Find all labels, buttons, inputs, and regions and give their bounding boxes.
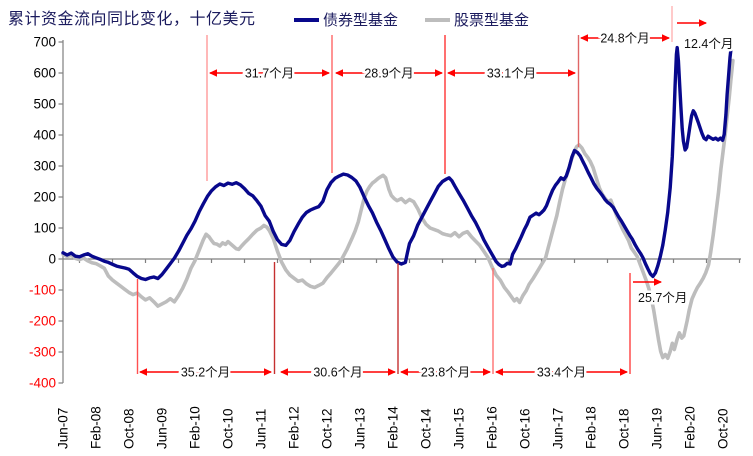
cycle-duration-label: 12.4个月 (684, 37, 733, 51)
x-axis-label: Jun-13 (353, 408, 368, 449)
x-axis-label: Jun-07 (56, 408, 71, 449)
cycle-duration-label: 23.8个月 (421, 365, 470, 379)
y-tick-label: 300 (33, 159, 56, 174)
x-axis-label: Feb-20 (683, 406, 698, 449)
arrowhead-left (139, 368, 147, 376)
y-tick-label: -400 (29, 376, 56, 391)
x-axis-label: Jun-15 (452, 408, 467, 449)
cycle-duration-label: 25.7个月 (638, 291, 687, 305)
arrowhead-right (620, 368, 628, 376)
cycle-span-arrow: 30.6个月 (280, 363, 396, 382)
arrowhead-left (495, 368, 503, 376)
equity-series-line (61, 58, 735, 360)
x-axis-label: Feb-14 (386, 406, 401, 449)
cycle-duration-label: 35.2个月 (181, 365, 230, 379)
cycle-span-arrow: 31.7个月 (209, 64, 330, 83)
y-tick-label: 200 (33, 190, 56, 205)
arrowhead-left (580, 34, 588, 42)
y-tick-label: -100 (29, 283, 56, 298)
arrowhead-left (447, 69, 455, 77)
cycle-open-arrow: 25.7个月 (633, 278, 690, 308)
arrowhead-right (483, 368, 491, 376)
arrowhead-right (654, 278, 662, 286)
x-axis-label: Jun-11 (254, 409, 269, 449)
y-tick-label: 0 (48, 252, 56, 267)
arrowhead-left (335, 69, 343, 77)
equity-legend-label: 股票型基金 (454, 13, 530, 29)
chart-title: 累计资金流向同比变化，十亿美元 (8, 11, 256, 28)
cycle-span-arrow: 23.8个月 (400, 363, 491, 382)
cycle-span-arrow: 33.4个月 (495, 363, 628, 382)
y-tick-label: 100 (33, 221, 56, 236)
x-axis-label: Feb-12 (287, 406, 302, 449)
arrowhead-right (322, 69, 330, 77)
x-axis-label: Jun-19 (650, 408, 665, 449)
x-axis-label: Oct-08 (122, 408, 137, 449)
arrowhead-left (400, 368, 408, 376)
x-axis-label: Oct-18 (617, 408, 632, 449)
bond-line-swatch (294, 17, 319, 22)
y-tick-label: -300 (29, 345, 56, 360)
cycle-annotations: 31.7个月 28.9个月 33.1个月 24.8个月 35.2个月 30.6个月 23.8… (136, 6, 736, 382)
bond-series-line (61, 44, 733, 282)
series-lines (61, 44, 735, 360)
legend-item-equity: 股票型基金 (425, 9, 529, 30)
cycle-span-arrow: 33.1个月 (447, 64, 576, 83)
cycle-duration-label: 31.7个月 (245, 66, 294, 80)
x-axis-label: Oct-20 (716, 408, 731, 449)
arrowhead-right (568, 69, 576, 77)
y-tick-label: -200 (29, 314, 56, 329)
cycle-duration-label: 28.9个月 (364, 66, 413, 80)
arrowhead-right (264, 368, 272, 376)
cycle-span-arrow: 35.2个月 (139, 363, 272, 382)
arrowhead-left (280, 368, 288, 376)
equity-line-swatch (425, 17, 450, 22)
cycle-open-arrow: 12.4个月 (677, 19, 736, 54)
x-axis-label: Jun-09 (155, 408, 170, 449)
cycle-duration-label: 24.8个月 (600, 31, 649, 45)
x-axis-label: Oct-12 (320, 408, 335, 449)
arrowhead-right (435, 69, 443, 77)
x-axis-label: Oct-10 (221, 408, 236, 449)
arrowhead-right (388, 368, 396, 376)
cycle-duration-label: 33.4个月 (537, 365, 586, 379)
legend-item-bond: 债券型基金 (294, 9, 398, 30)
x-axis-label: Jun-17 (551, 408, 566, 449)
y-tick-label: 500 (33, 97, 56, 112)
cycle-duration-label: 33.1个月 (487, 66, 536, 80)
arrowhead-right (662, 34, 670, 42)
x-axis-label: Oct-14 (419, 408, 434, 449)
y-tick-label: 600 (33, 66, 56, 81)
axes: 700 600 500 400 300 200 100 0 -100 -200 -300 -400 Ju… (29, 35, 741, 449)
y-tick-label: 400 (33, 128, 56, 143)
cycle-span-arrow: 28.9个月 (335, 64, 443, 83)
x-axis-label: Feb-16 (485, 406, 500, 449)
arrowhead-right (699, 19, 707, 27)
bond-legend-label: 债券型基金 (323, 13, 399, 29)
x-axis-label: Feb-08 (89, 406, 104, 449)
x-axis-label: Feb-10 (188, 406, 203, 449)
y-tick-label: 700 (33, 35, 56, 50)
cycle-duration-label: 30.6个月 (313, 365, 362, 379)
cycle-span-arrow: 24.8个月 (580, 29, 670, 48)
x-axis-label: Feb-18 (584, 406, 599, 449)
x-axis-label: Oct-16 (518, 408, 533, 449)
arrowhead-left (209, 69, 217, 77)
